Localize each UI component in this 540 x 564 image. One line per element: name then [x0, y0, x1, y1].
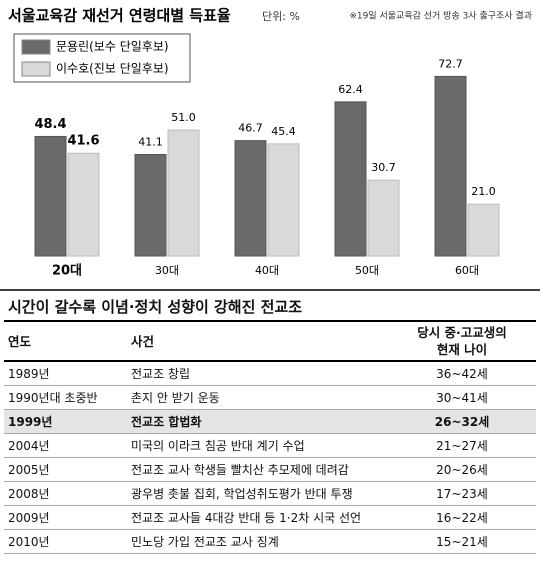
- table-cell: 1989년: [4, 361, 127, 386]
- x-tick-label: 40대: [255, 264, 279, 277]
- table-cell: 15~21세: [388, 529, 536, 554]
- bar: [267, 143, 300, 257]
- table-cell: 광우병 촛불 집회, 학업성취도평가 반대 투쟁: [127, 481, 388, 506]
- table-cell: 20~26세: [388, 457, 536, 482]
- table-title: 시간이 갈수록 이념·정치 성향이 강해진 전교조: [8, 298, 303, 316]
- bar: [467, 203, 500, 257]
- value-label: 48.4: [34, 117, 66, 132]
- legend-label: 이수호(진보 단일후보): [56, 62, 169, 76]
- table-row: 1989년 전교조 창립 36~42세: [4, 361, 536, 386]
- value-label: 62.4: [338, 83, 363, 96]
- bar: [367, 179, 400, 257]
- table-cell: 2004년: [4, 433, 127, 458]
- table-row: 1990년대 초중반 촌지 안 받기 운동 30~41세: [4, 385, 536, 410]
- legend-label: 문용린(보수 단일후보): [56, 40, 169, 54]
- value-label: 41.1: [138, 135, 163, 148]
- bar: [134, 153, 167, 257]
- note: ※19일 서울교육감 선거 방송 3사 출구조사 결과: [349, 10, 532, 22]
- bar: [34, 135, 67, 257]
- table-cell: 17~23세: [388, 481, 536, 506]
- table-cell: 민노당 가입 전교조 교사 징계: [127, 529, 388, 554]
- legend-swatch: [21, 39, 51, 55]
- value-label: 45.4: [271, 125, 296, 138]
- value-label: 41.6: [67, 134, 99, 149]
- value-label: 72.7: [438, 57, 463, 70]
- column-header: 사건: [127, 320, 388, 362]
- table-cell: 2010년: [4, 529, 127, 554]
- bar: [334, 101, 367, 257]
- table-cell: 촌지 안 받기 운동: [127, 385, 388, 410]
- table-cell: 26~32세: [388, 409, 536, 434]
- table-cell: 21~27세: [388, 433, 536, 458]
- column-header: 연도: [4, 320, 127, 362]
- value-label: 46.7: [238, 122, 263, 135]
- table-cell: 전교조 창립: [127, 361, 388, 386]
- bar: [434, 75, 467, 257]
- table-section: 시간이 갈수록 이념·정치 성향이 강해진 전교조 연도 사건 당시 중·고교생의 …: [0, 292, 540, 554]
- chart-title: 서울교육감 재선거 연령대별 득표율: [8, 7, 231, 25]
- x-tick-label: 20대: [52, 264, 82, 279]
- table-row: 2005년 전교조 교사 학생들 빨치산 추모제에 데려감 20~26세: [4, 457, 536, 482]
- table-cell: 16~22세: [388, 505, 536, 530]
- table-row: 1999년 전교조 합법화 26~32세: [4, 409, 536, 434]
- table-row: 2008년 광우병 촛불 집회, 학업성취도평가 반대 투쟁 17~23세: [4, 481, 536, 506]
- table-cell: 2009년: [4, 505, 127, 530]
- table-row: 2009년 전교조 교사들 4대강 반대 등 1·2차 시국 선언 16~22세: [4, 505, 536, 530]
- table-cell: 36~42세: [388, 361, 536, 386]
- chart: 서울교육감 재선거 연령대별 득표율 단위: % ※19일 서울교육감 선거 방…: [0, 7, 540, 291]
- value-label: 51.0: [171, 111, 196, 124]
- unit: 단위: %: [262, 10, 300, 23]
- column-header: 당시 중·고교생의 현재 나이: [388, 320, 536, 362]
- x-tick-label: 60대: [455, 264, 479, 277]
- table-cell: 1999년: [4, 409, 127, 434]
- bar: [67, 152, 100, 257]
- header-row: 연도 사건 당시 중·고교생의 현재 나이: [4, 320, 536, 362]
- table-row: 2010년 민노당 가입 전교조 교사 징계 15~21세: [4, 529, 536, 554]
- bar: [167, 129, 200, 257]
- x-tick-label: 50대: [355, 264, 379, 277]
- legend-swatch: [21, 61, 51, 77]
- x-tick-label: 30대: [155, 264, 179, 277]
- table-cell: 미국의 이라크 침공 반대 계기 수업: [127, 433, 388, 458]
- table-cell: 2008년: [4, 481, 127, 506]
- bar: [234, 140, 267, 257]
- table-cell: 1990년대 초중반: [4, 385, 127, 410]
- value-label: 30.7: [371, 161, 396, 174]
- table-cell: 전교조 합법화: [127, 409, 388, 434]
- table-cell: 30~41세: [388, 385, 536, 410]
- table-cell: 전교조 교사 학생들 빨치산 추모제에 데려감: [127, 457, 388, 482]
- table-cell: 2005년: [4, 457, 127, 482]
- value-label: 21.0: [471, 185, 496, 198]
- table-row: 2004년 미국의 이라크 침공 반대 계기 수업 21~27세: [4, 433, 536, 458]
- table: 연도 사건 당시 중·고교생의 현재 나이 1989년 전교조 창립 36~42세 1990…: [4, 320, 536, 554]
- table-cell: 전교조 교사들 4대강 반대 등 1·2차 시국 선언: [127, 505, 388, 530]
